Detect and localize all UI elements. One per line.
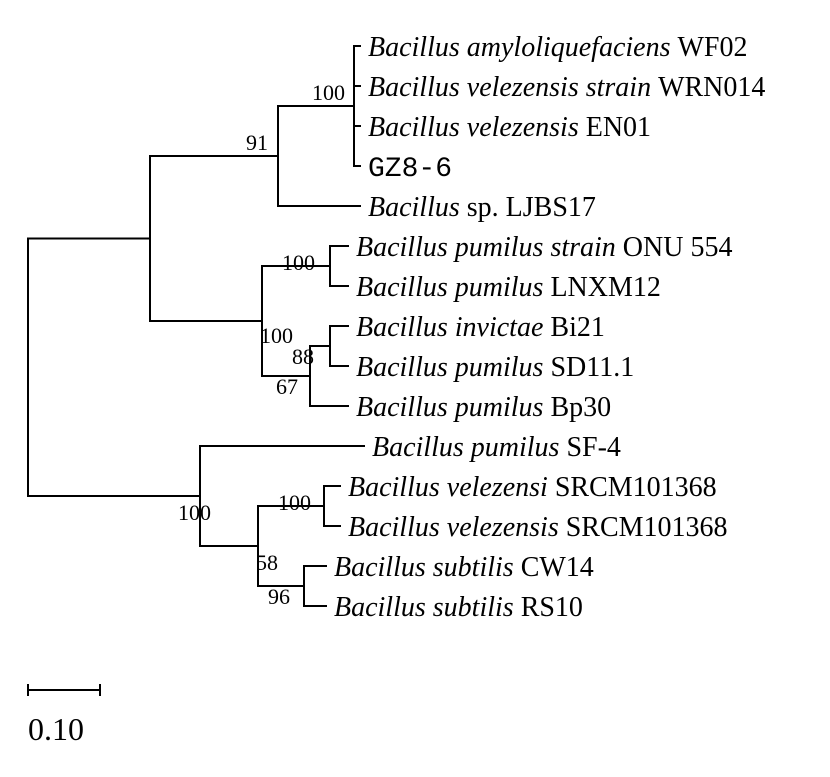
scale-bar-label: 0.10 [28,711,84,747]
bootstrap-value: 100 [178,500,211,525]
taxon-label: Bacillus pumilus SF-4 [372,432,621,463]
taxon-label: GZ8-6 [368,154,452,185]
bootstrap-value: 96 [268,584,290,609]
taxon-label: Bacillus pumilus LNXM12 [356,272,661,303]
taxon-label: Bacillus velezensis strain WRN014 [368,72,765,103]
taxon-label: Bacillus pumilus Bp30 [356,392,611,423]
taxon-label: Bacillus subtilis CW14 [334,552,594,583]
taxon-label: Bacillus pumilus SD11.1 [356,352,634,383]
taxon-label: Bacillus velezensis EN01 [368,112,651,143]
taxon-label: Bacillus velezensis SRCM101368 [348,512,728,543]
bootstrap-value: 67 [276,374,298,399]
phylogenetic-tree: 1009110088671001009658100Bacillus amylol… [0,0,830,777]
bootstrap-value: 100 [312,80,345,105]
taxon-label: Bacillus invictae Bi21 [356,312,605,343]
bootstrap-value: 91 [246,130,268,155]
taxon-label: Bacillus amyloliquefaciens WF02 [368,32,748,63]
taxon-label: Bacillus pumilus strain ONU 554 [356,232,732,263]
bootstrap-value: 100 [260,323,293,348]
bootstrap-value: 100 [278,490,311,515]
taxon-label: Bacillus sp. LJBS17 [368,192,596,223]
taxon-label: Bacillus subtilis RS10 [334,592,583,623]
bootstrap-value: 100 [282,250,315,275]
bootstrap-value: 58 [256,550,278,575]
taxon-label: Bacillus velezensi SRCM101368 [348,472,717,503]
